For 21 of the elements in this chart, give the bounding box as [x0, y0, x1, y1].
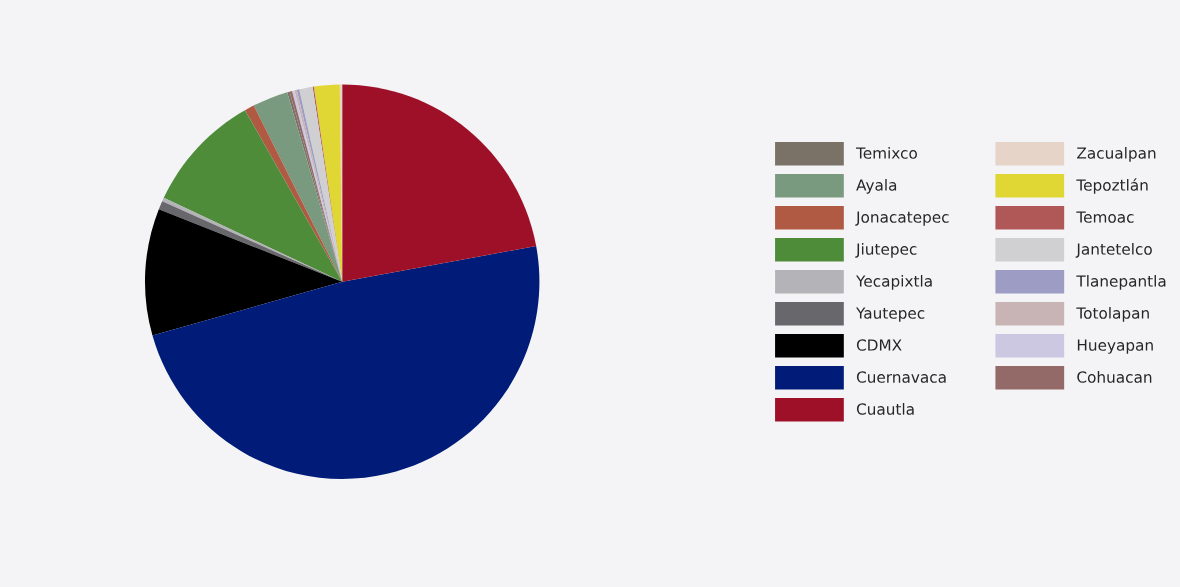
legend-label: Yautepec — [856, 307, 925, 322]
legend-label: Cuautla — [856, 403, 914, 415]
pie-slice — [342, 84, 537, 282]
legend-label: Zacualpan — [1077, 146, 1156, 162]
legend-label: Jonacatepec — [855, 211, 949, 226]
legend-label: Jantetelco — [1075, 243, 1152, 258]
legend-label: Tepoztlán — [1076, 178, 1148, 194]
legend-label: Ayala — [856, 178, 897, 194]
legend-label: Yecapixtla — [856, 275, 932, 290]
legend-label: Temixco — [855, 146, 917, 159]
pie-slice — [163, 110, 343, 282]
legend-label: CDMX — [856, 339, 902, 351]
legend-label: Totolapan — [1076, 307, 1149, 322]
pie-slice — [144, 209, 343, 336]
legend-label: Cohuacan — [1077, 371, 1152, 383]
legend-label: Cuernavaca — [856, 371, 946, 383]
pie-slice — [152, 246, 540, 479]
legend-label: Jiutepec — [855, 243, 917, 258]
legend-label: Temoac — [1076, 211, 1134, 223]
legend-label: Tlanepantla — [1076, 275, 1166, 290]
legend-label: Hueyapan — [1077, 339, 1153, 354]
